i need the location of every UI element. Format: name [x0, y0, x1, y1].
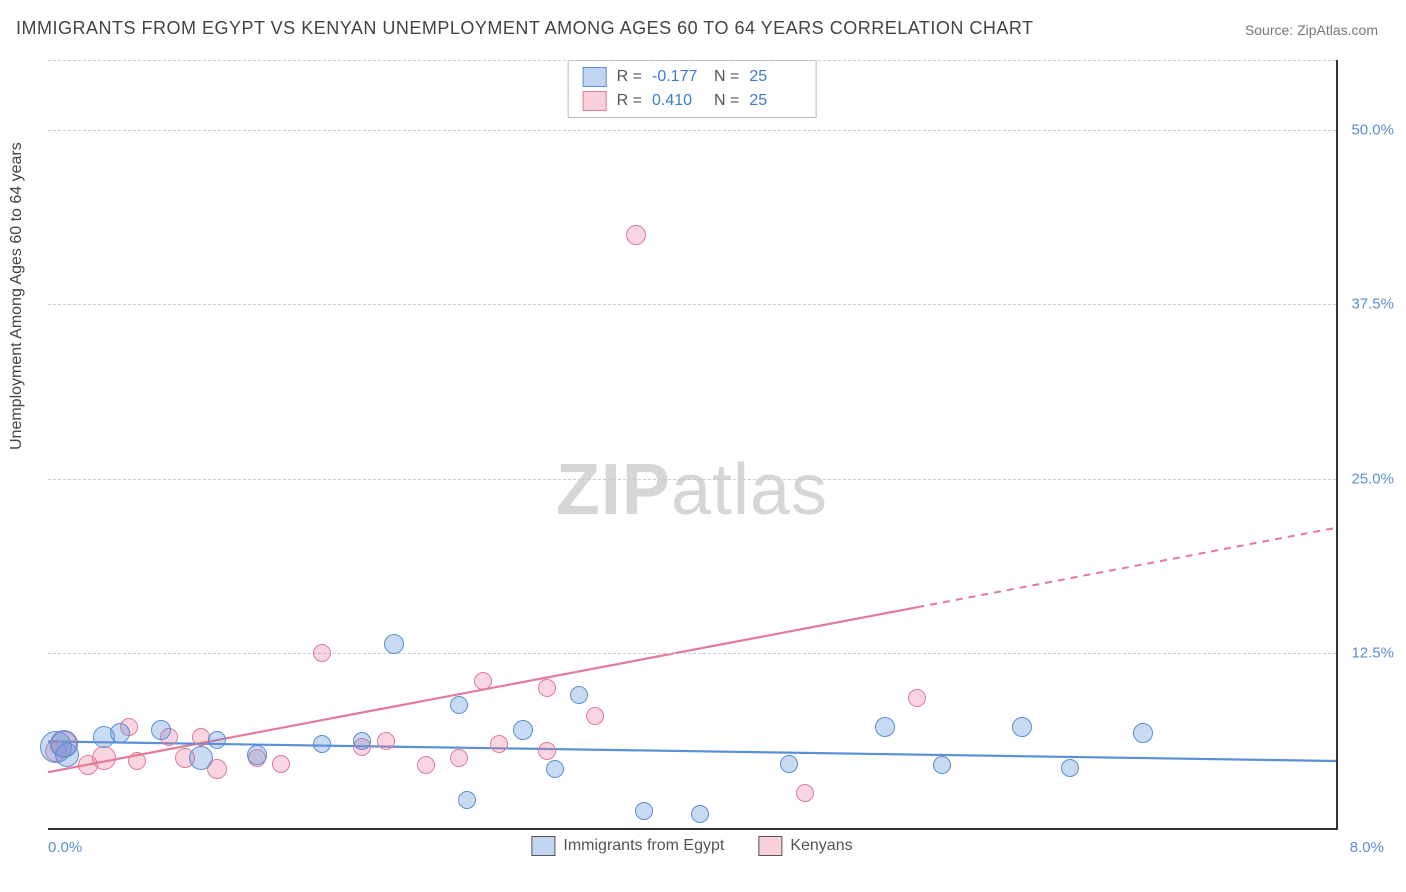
scatter-point-blue — [247, 745, 267, 765]
legend-label-pink: Kenyans — [790, 837, 852, 855]
scatter-point-blue — [1061, 759, 1079, 777]
scatter-point-blue — [1012, 717, 1032, 737]
gridline-h — [48, 304, 1336, 305]
x-tick-min: 0.0% — [48, 839, 82, 856]
legend-label-blue: Immigrants from Egypt — [563, 837, 724, 855]
trend-line — [48, 741, 1336, 761]
stats-legend: R = -0.177 N = 25 R = 0.410 N = 25 — [568, 60, 817, 118]
scatter-point-blue — [208, 731, 226, 749]
y-axis-label: Unemployment Among Ages 60 to 64 years — [8, 142, 26, 450]
plot-area: ZIPatlas R = -0.177 N = 25 R = 0.410 N =… — [48, 60, 1338, 830]
stat-N-blue: 25 — [749, 68, 801, 86]
stat-R-label: R = — [617, 68, 642, 86]
scatter-point-blue — [546, 760, 564, 778]
scatter-point-pink — [586, 707, 604, 725]
scatter-point-pink — [450, 749, 468, 767]
scatter-point-pink — [796, 784, 814, 802]
y-tick-label: 50.0% — [1351, 121, 1394, 138]
scatter-point-pink — [313, 644, 331, 662]
trend-line-dashed — [917, 528, 1336, 607]
scatter-point-pink — [128, 752, 146, 770]
stat-N-pink: 25 — [749, 92, 801, 110]
stats-row-pink: R = 0.410 N = 25 — [583, 91, 802, 111]
scatter-point-blue — [635, 802, 653, 820]
y-tick-label: 12.5% — [1351, 645, 1394, 662]
gridline-h — [48, 130, 1336, 131]
scatter-point-pink — [490, 735, 508, 753]
scatter-point-pink — [908, 689, 926, 707]
scatter-point-blue — [1133, 723, 1153, 743]
y-tick-label: 37.5% — [1351, 296, 1394, 313]
scatter-point-blue — [55, 743, 79, 767]
chart-title: IMMIGRANTS FROM EGYPT VS KENYAN UNEMPLOY… — [16, 18, 1034, 39]
scatter-point-blue — [450, 696, 468, 714]
scatter-point-blue — [513, 720, 533, 740]
stat-N-label: N = — [714, 92, 739, 110]
scatter-point-pink — [538, 742, 556, 760]
gridline-h — [48, 653, 1336, 654]
scatter-point-pink — [474, 672, 492, 690]
scatter-point-blue — [780, 755, 798, 773]
x-tick-max: 8.0% — [1350, 839, 1384, 856]
stats-row-blue: R = -0.177 N = 25 — [583, 67, 802, 87]
y-tick-label: 25.0% — [1351, 470, 1394, 487]
scatter-point-pink — [272, 755, 290, 773]
swatch-pink — [583, 91, 607, 111]
scatter-point-pink — [417, 756, 435, 774]
swatch-pink — [758, 836, 782, 856]
stat-R-label: R = — [617, 92, 642, 110]
legend-item-pink: Kenyans — [758, 836, 852, 856]
swatch-blue — [583, 67, 607, 87]
scatter-point-blue — [110, 723, 130, 743]
scatter-point-blue — [691, 805, 709, 823]
scatter-point-pink — [92, 746, 116, 770]
scatter-point-blue — [933, 756, 951, 774]
source-attribution: Source: ZipAtlas.com — [1245, 22, 1378, 38]
scatter-point-blue — [189, 746, 213, 770]
scatter-point-blue — [384, 634, 404, 654]
stat-N-label: N = — [714, 68, 739, 86]
scatter-point-pink — [626, 225, 646, 245]
gridline-h — [48, 60, 1336, 61]
scatter-point-pink — [377, 732, 395, 750]
scatter-point-blue — [313, 735, 331, 753]
x-axis-legend: Immigrants from Egypt Kenyans — [531, 836, 852, 856]
scatter-point-blue — [570, 686, 588, 704]
scatter-point-blue — [353, 732, 371, 750]
scatter-point-blue — [875, 717, 895, 737]
scatter-point-blue — [151, 720, 171, 740]
gridline-h — [48, 479, 1336, 480]
stat-R-pink: 0.410 — [652, 92, 704, 110]
legend-item-blue: Immigrants from Egypt — [531, 836, 724, 856]
swatch-blue — [531, 836, 555, 856]
trend-lines-layer — [48, 60, 1336, 828]
scatter-point-blue — [458, 791, 476, 809]
stat-R-blue: -0.177 — [652, 68, 704, 86]
scatter-point-pink — [538, 679, 556, 697]
